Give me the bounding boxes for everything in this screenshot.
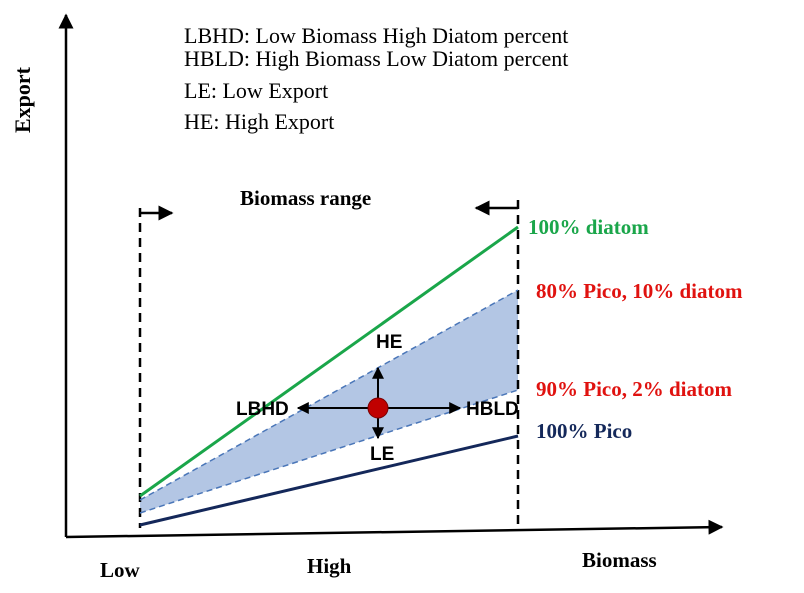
series-label-90-pico: 90% Pico, 2% diatom bbox=[536, 377, 732, 401]
line-100-diatom bbox=[139, 225, 519, 498]
series-label-100-diatom: 100% diatom bbox=[528, 215, 649, 239]
x-tick-low: Low bbox=[100, 558, 141, 582]
x-axis-label: Biomass bbox=[582, 548, 657, 572]
y-axis-label: Export bbox=[10, 66, 35, 133]
biomass-range-label: Biomass range bbox=[240, 186, 371, 210]
x-axis bbox=[65, 519, 724, 539]
label-le: LE bbox=[370, 444, 394, 465]
line-100-pico bbox=[139, 434, 519, 527]
line-80-pico-dashed bbox=[139, 289, 519, 501]
series-label-80-pico: 80% Pico, 10% diatom bbox=[536, 279, 743, 303]
label-he: HE bbox=[376, 332, 402, 353]
center-point bbox=[367, 397, 389, 419]
export-band bbox=[140, 290, 518, 513]
legend-line-le: LE: Low Export bbox=[184, 78, 328, 103]
legend-line-he: HE: High Export bbox=[184, 109, 334, 134]
series-label-100-pico: 100% Pico bbox=[536, 419, 632, 443]
legend-line-hbld: HBLD: High Biomass Low Diatom percent bbox=[184, 46, 568, 71]
label-lbhd: LBHD bbox=[236, 399, 289, 420]
label-hbld: HBLD bbox=[466, 399, 519, 420]
legend-line-lbhd: LBHD: Low Biomass High Diatom percent bbox=[184, 23, 568, 48]
x-tick-high: High bbox=[307, 554, 352, 578]
